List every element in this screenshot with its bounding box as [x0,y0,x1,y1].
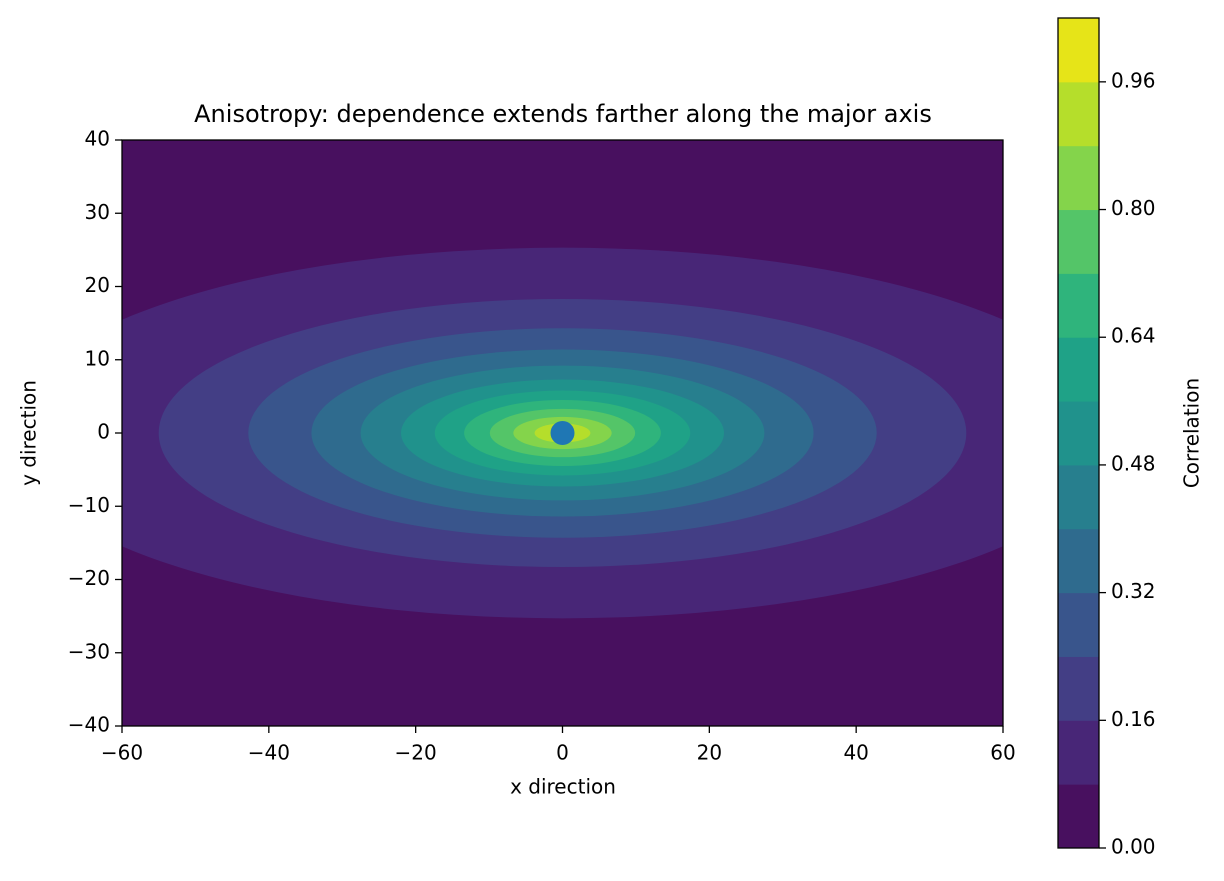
y-tick-label: 40 [85,127,110,151]
colorbar-band [1058,209,1099,274]
plot-area [122,140,1003,726]
colorbar-tick-label: 0.64 [1111,324,1156,348]
colorbar-band [1058,145,1099,211]
y-tick-label: −30 [68,639,110,663]
x-tick-label: −60 [101,741,143,765]
colorbar-band [1058,464,1099,530]
y-tick-label: 20 [85,273,110,297]
x-tick-label: 0 [556,741,569,765]
y-tick-label: 30 [85,200,110,224]
x-tick-label: −40 [248,741,290,765]
colorbar-band [1058,528,1099,594]
colorbar-band [1058,337,1099,402]
x-tick-label: −20 [395,741,437,765]
colorbar-label: Correlation [1180,378,1204,488]
center-point [550,421,575,445]
colorbar-tick-label: 0.16 [1111,707,1156,731]
y-tick-label: 0 [97,420,110,444]
colorbar-band [1058,592,1099,657]
colorbar-band [1058,81,1099,147]
y-tick-label: −10 [68,493,110,517]
colorbar-tick-label: 0.80 [1111,196,1156,220]
x-tick-label: 40 [843,741,868,765]
colorbar-band [1058,18,1099,83]
colorbar-tick-label: 0.00 [1111,835,1156,859]
colorbar-band [1058,656,1099,721]
colorbar-band [1058,273,1099,338]
colorbar-tick-label: 0.48 [1111,451,1156,475]
x-tick-label: 20 [697,741,722,765]
colorbar-tick-label: 0.96 [1111,68,1156,92]
colorbar-band [1058,784,1099,849]
y-tick-label: 10 [85,346,110,370]
y-tick-label: −40 [68,713,110,737]
x-axis-label: x direction [510,775,616,799]
y-tick-label: −20 [68,566,110,590]
colorbar-frame [1057,17,1100,849]
colorbar-tick-label: 0.32 [1111,579,1156,603]
y-axis-label: y direction [17,380,41,486]
chart-title: Anisotropy: dependence extends farther a… [194,100,932,128]
colorbar-band [1058,720,1099,785]
x-tick-label: 60 [990,741,1015,765]
colorbar-band [1058,401,1099,466]
